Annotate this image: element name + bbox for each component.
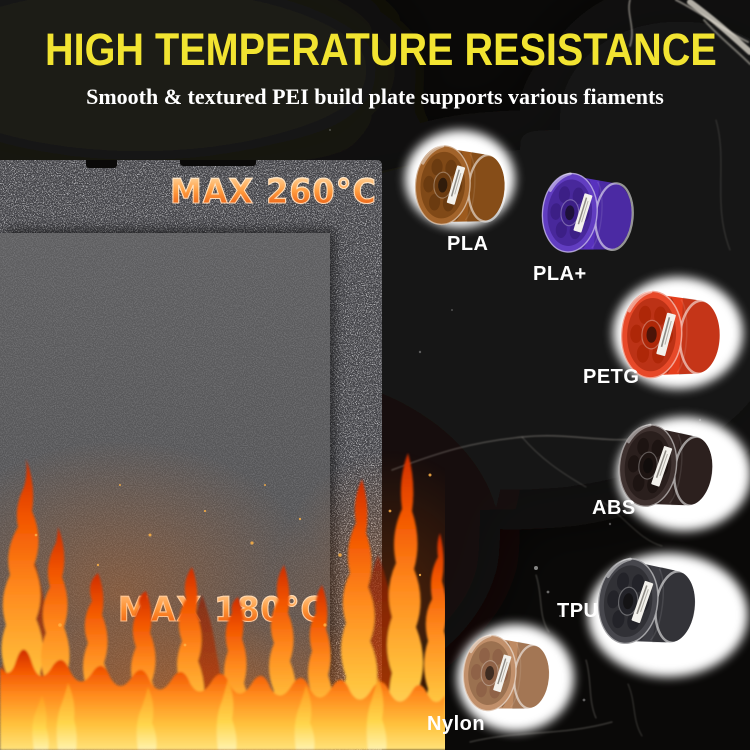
spool-brand-sticker [573,193,593,233]
filament-label-pla: PLA [447,233,489,255]
flames-graphic [0,440,445,750]
filament-spool-abs [618,423,715,508]
filament-label-abs: ABS [592,497,636,519]
textured-plate-max-temp-label: MAX 260°C [169,171,377,212]
page-title: HIGH TEMPERATURE RESISTANCE [45,24,717,75]
filament-spool-pla [414,144,507,226]
filament-label-pla-plus: PLA+ [533,263,587,285]
filament-spool-pla-plus [541,172,634,253]
fire-embers [34,473,432,647]
plate-notch [180,160,256,166]
spool-brand-sticker [446,165,466,205]
spool-brand-sticker [493,654,512,693]
spool-brand-sticker [651,446,673,487]
page-subtitle: Smooth & textured PEI build plate suppor… [86,84,664,109]
plate-notch [86,160,117,168]
filament-spool-petg [620,290,723,379]
filament-spool-nylon [462,634,552,712]
filament-label-tpu: TPU [557,600,599,622]
spool-brand-sticker [656,312,676,357]
spool-brand-sticker [631,580,654,624]
filament-label-nylon: Nylon [427,713,486,735]
filament-label-petg: PETG [583,366,640,388]
filament-spool-tpu [597,557,698,645]
